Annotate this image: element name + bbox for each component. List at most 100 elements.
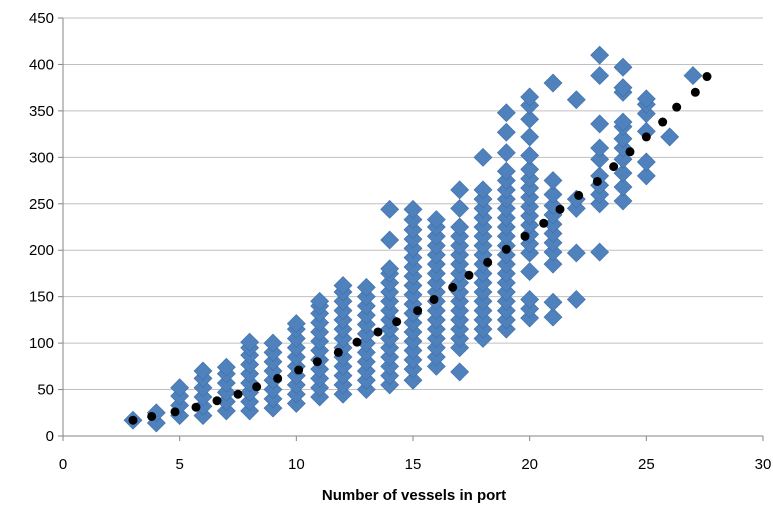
data-point	[520, 127, 540, 147]
y-tick-label: 200	[29, 242, 54, 259]
data-point	[450, 180, 470, 200]
data-point	[520, 109, 540, 129]
y-tick-label: 300	[29, 149, 54, 166]
data-point	[496, 143, 516, 163]
data-point	[590, 149, 610, 169]
fitted-point	[233, 389, 243, 399]
data-point	[520, 290, 540, 309]
data-series	[123, 45, 712, 433]
fitted-point	[448, 282, 458, 292]
fitted-point	[501, 244, 511, 254]
data-point	[566, 90, 586, 110]
data-point	[543, 185, 563, 204]
data-point	[613, 129, 633, 149]
y-tick-label: 450	[29, 10, 54, 27]
fitted-point	[658, 117, 668, 127]
y-tick-label: 350	[29, 103, 54, 120]
data-point	[496, 122, 516, 142]
data-point	[543, 292, 563, 312]
data-point	[263, 333, 283, 353]
data-point	[310, 291, 330, 311]
fitted-point	[483, 257, 493, 267]
y-tick-label: 0	[46, 428, 54, 445]
data-point	[613, 163, 633, 183]
data-point	[613, 191, 633, 211]
data-point	[193, 361, 213, 381]
fitted-point	[128, 415, 138, 425]
fitted-point	[312, 357, 322, 367]
series-observed	[123, 45, 703, 433]
axes	[58, 17, 764, 441]
fitted-point	[252, 382, 262, 392]
data-point	[543, 307, 563, 327]
data-point	[590, 114, 610, 134]
fitted-point	[333, 347, 343, 357]
x-tick-label: 5	[175, 456, 183, 473]
data-point	[520, 146, 540, 165]
data-point	[496, 103, 516, 123]
data-point	[590, 66, 610, 86]
data-point	[590, 242, 610, 262]
data-point	[380, 259, 400, 279]
x-tick-label: 0	[59, 456, 67, 473]
x-axis-title: Number of vessels in port	[322, 487, 506, 504]
fitted-point	[520, 231, 530, 241]
data-point	[566, 290, 586, 309]
data-point	[566, 243, 586, 263]
fitted-point	[413, 306, 423, 316]
fitted-point	[641, 132, 651, 142]
data-point	[403, 220, 423, 240]
series-fitted	[128, 72, 712, 425]
fitted-point	[429, 294, 439, 304]
data-point	[403, 199, 423, 219]
fitted-point	[539, 218, 549, 228]
data-point	[613, 177, 633, 197]
data-point	[636, 89, 656, 109]
data-point	[543, 171, 563, 190]
x-tick-label: 15	[405, 456, 422, 473]
y-tick-label: 100	[29, 335, 54, 352]
data-point	[286, 314, 306, 334]
fitted-point	[170, 407, 180, 417]
fitted-point	[609, 162, 619, 172]
fitted-point	[625, 147, 635, 157]
data-point	[450, 217, 470, 237]
data-point	[380, 230, 400, 250]
data-point	[636, 166, 656, 186]
x-tick-label: 30	[755, 456, 772, 473]
fitted-point	[592, 176, 602, 186]
data-point	[216, 357, 236, 377]
x-tick-label: 10	[288, 456, 305, 473]
data-point	[240, 332, 260, 352]
data-point	[450, 362, 470, 382]
fitted-point	[464, 270, 474, 280]
data-point	[380, 199, 400, 219]
data-point	[170, 378, 190, 398]
data-point	[426, 210, 446, 229]
fitted-point	[191, 402, 201, 412]
fitted-point	[373, 327, 383, 337]
data-point	[683, 66, 703, 86]
data-point	[473, 147, 493, 167]
fitted-point	[294, 365, 304, 375]
data-point	[403, 370, 423, 390]
fitted-point	[690, 87, 700, 97]
fitted-point	[273, 373, 283, 383]
y-tick-label: 150	[29, 289, 54, 306]
y-tick-label: 400	[29, 56, 54, 73]
data-point	[520, 262, 540, 282]
data-point	[636, 152, 656, 172]
data-point	[496, 161, 516, 181]
data-point	[520, 87, 540, 107]
fitted-point	[147, 411, 157, 421]
data-point	[660, 127, 680, 147]
data-point	[520, 159, 540, 179]
y-tick-label: 50	[37, 382, 54, 399]
fitted-point	[574, 190, 584, 200]
x-tick-label: 25	[638, 456, 655, 473]
fitted-point	[702, 72, 712, 82]
data-point	[473, 180, 493, 200]
data-point	[403, 210, 423, 229]
